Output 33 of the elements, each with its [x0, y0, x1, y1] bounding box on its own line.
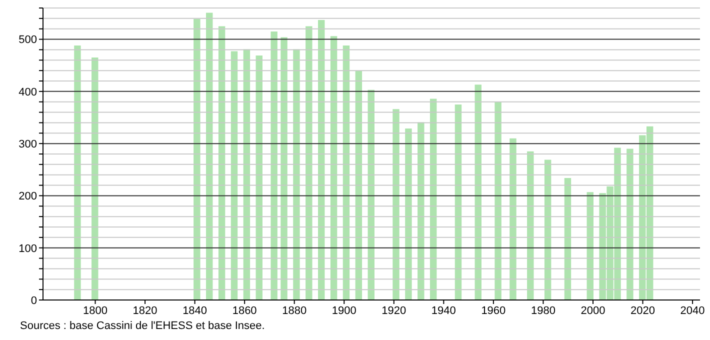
bar — [494, 102, 502, 300]
x-tick-label: 1840 — [182, 304, 208, 317]
x-tick-label: 2040 — [680, 304, 705, 317]
x-tick-label: 1880 — [282, 304, 307, 317]
bar — [74, 46, 81, 300]
bar — [306, 26, 312, 300]
bar — [626, 148, 634, 300]
bar — [293, 49, 300, 300]
source-note: Sources : base Cassini de l'EHESS et base Insee. — [20, 320, 265, 332]
x-tick-label: 1860 — [232, 304, 257, 317]
y-tick-label: 300 — [18, 138, 37, 150]
y-tick-label: 200 — [18, 190, 37, 203]
x-tick-label: 1920 — [382, 304, 406, 317]
y-tick-label: 400 — [18, 86, 37, 98]
bar — [418, 122, 424, 300]
x-tick-label: 1980 — [530, 304, 556, 317]
x-tick-label: 1960 — [481, 304, 506, 317]
bar — [405, 128, 412, 300]
x-tick-label: 2020 — [630, 304, 656, 317]
bar — [392, 109, 400, 300]
bar — [270, 31, 278, 300]
y-tick-label: 500 — [18, 34, 37, 46]
y-tick-label: 0 — [30, 294, 37, 307]
bar — [194, 18, 200, 300]
x-tick-label: 2000 — [580, 304, 606, 317]
x-tick-label: 1820 — [132, 304, 158, 317]
x-tick-label: 1900 — [332, 304, 356, 317]
y-tick-label: 100 — [18, 242, 37, 255]
x-tick-label: 1940 — [431, 304, 456, 317]
x-tick-label: 1800 — [83, 304, 108, 317]
bar — [527, 151, 534, 300]
bar — [280, 37, 288, 300]
bar — [510, 138, 516, 300]
